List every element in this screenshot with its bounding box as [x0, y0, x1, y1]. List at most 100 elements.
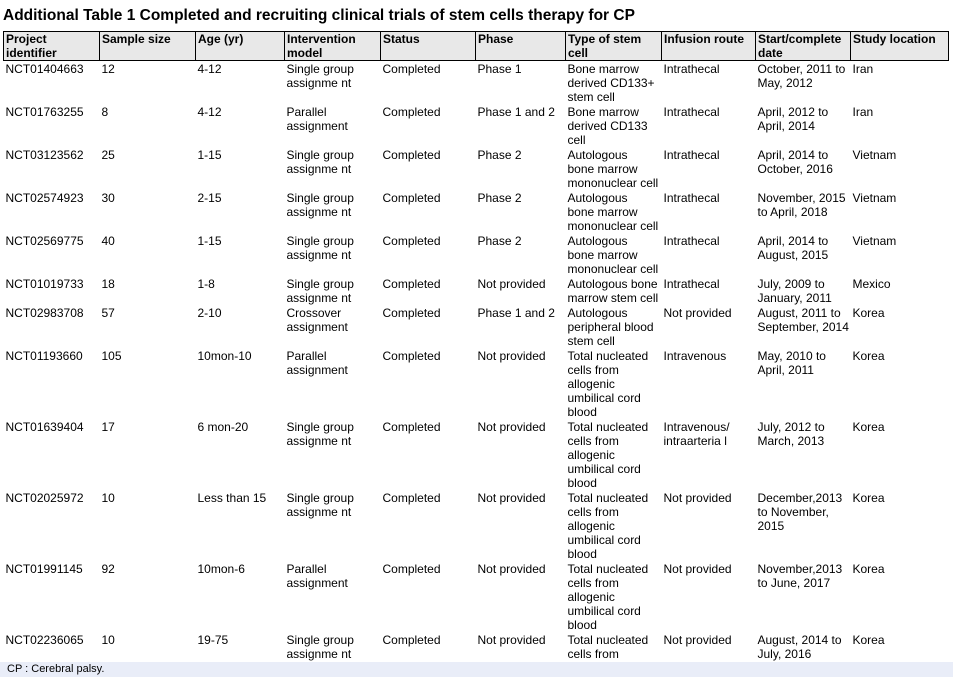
cell-type-of-stem-cell: Total nucleated cells from allogenic umb… — [567, 420, 649, 490]
cell-study-location: Korea — [852, 491, 885, 505]
cell-age-yr: 19-75 — [197, 633, 229, 647]
footnote: CP : Cerebral palsy. — [0, 662, 953, 677]
cell-start-complete-date: April, 2012 to April, 2014 — [757, 105, 829, 133]
cell-infusion-route: Intrathecal — [663, 148, 720, 162]
cell-infusion-route: Intrathecal — [663, 191, 720, 205]
cell-age-yr: Less than 15 — [197, 491, 267, 505]
cell-age-yr: 2-10 — [197, 306, 222, 320]
cell-infusion-route: Not provided — [663, 491, 732, 505]
cell-sample-size: 8 — [101, 105, 109, 119]
cell-sample-size: 30 — [101, 191, 115, 205]
cell-intervention-model: Single group assignme nt — [286, 491, 354, 519]
cell-phase: Not provided — [477, 420, 546, 434]
cell-study-location: Mexico — [852, 277, 891, 291]
cell-age-yr: 4-12 — [197, 62, 222, 76]
cell-study-location: Korea — [852, 562, 885, 576]
cell-project-identifier: NCT02025972 — [5, 491, 84, 505]
cell-start-complete-date: April, 2014 to October, 2016 — [757, 148, 833, 176]
cell-age-yr: 6 mon-20 — [197, 420, 249, 434]
cell-study-location: Iran — [852, 105, 874, 119]
header-row: Project identifier Sample size Age (yr) Int… — [3, 31, 949, 61]
cell-status: Completed — [382, 633, 441, 647]
cell-phase: Phase 2 — [477, 191, 522, 205]
cell-status: Completed — [382, 491, 441, 505]
cell-intervention-model: Single group assignme nt — [286, 148, 354, 176]
cell-phase: Phase 1 and 2 — [477, 105, 555, 119]
cell-status: Completed — [382, 62, 441, 76]
table-row: NCT02569775 40 1-15 Single group assignme n… — [4, 233, 949, 276]
table-row: NCT01404663 12 4-12 Single group assignme n… — [4, 61, 949, 105]
cell-infusion-route: Not provided — [663, 562, 732, 576]
cell-infusion-route: Intravenous/ intraarteria l — [663, 420, 730, 448]
cell-start-complete-date: October, 2011 to May, 2012 — [757, 62, 846, 90]
table-row: NCT01763255 8 4-12 Parallel assignment Compl… — [4, 104, 949, 147]
cell-infusion-route: Intravenous — [663, 349, 727, 363]
cell-sample-size: 105 — [101, 349, 122, 363]
cell-type-of-stem-cell: Autologous bone marrow mononuclear cell — [567, 191, 659, 233]
cell-sample-size: 40 — [101, 234, 115, 248]
cell-study-location: Korea — [852, 349, 885, 363]
cell-phase: Not provided — [477, 491, 546, 505]
table-row: NCT03123562 25 1-15 Single group assignme n… — [4, 147, 949, 190]
cell-phase: Not provided — [477, 633, 546, 647]
cell-sample-size: 12 — [101, 62, 115, 76]
cell-type-of-stem-cell: Bone marrow derived CD133 cell — [567, 105, 648, 147]
cell-project-identifier: NCT01404663 — [5, 62, 84, 76]
column-header-phase: Phase — [475, 31, 566, 61]
table-row: NCT02983708 57 2-10 Crossover assignment Com… — [4, 305, 949, 348]
cell-project-identifier: NCT02574923 — [5, 191, 84, 205]
cell-age-yr: 10mon-10 — [197, 349, 252, 363]
cell-type-of-stem-cell: Total nucleated cells from allogenic umb… — [567, 349, 649, 419]
footnote-text: CP : Cerebral palsy. — [7, 663, 105, 675]
cell-phase: Phase 1 — [477, 62, 522, 76]
cell-infusion-route: Intrathecal — [663, 105, 720, 119]
cell-age-yr: 1-15 — [197, 234, 222, 248]
table-row: NCT01991145 92 10mon-6 Parallel assignment C… — [4, 561, 949, 632]
cell-status: Completed — [382, 349, 441, 363]
cell-start-complete-date: August, 2011 to September, 2014 — [757, 306, 849, 334]
cell-intervention-model: Single group assignme nt — [286, 191, 354, 219]
table-body: NCT01404663 12 4-12 Single group assignme n… — [4, 61, 949, 661]
cell-sample-size: 92 — [101, 562, 115, 576]
column-header-sample-size: Sample size — [99, 31, 196, 61]
cell-start-complete-date: November,2013 to June, 2017 — [757, 562, 843, 590]
cell-phase: Not provided — [477, 277, 546, 291]
column-header-infusion-route: Infusion route — [661, 31, 756, 61]
cell-start-complete-date: November, 2015 to April, 2018 — [757, 191, 846, 219]
cell-phase: Phase 2 — [477, 148, 522, 162]
cell-infusion-route: Not provided — [663, 306, 732, 320]
cell-sample-size: 25 — [101, 148, 115, 162]
cell-type-of-stem-cell: Bone marrow derived CD133+ stem cell — [567, 62, 655, 104]
cell-phase: Phase 2 — [477, 234, 522, 248]
cell-intervention-model: Crossover assignment — [286, 306, 348, 334]
cell-study-location: Korea — [852, 633, 885, 647]
cell-infusion-route: Intrathecal — [663, 234, 720, 248]
cell-status: Completed — [382, 234, 441, 248]
cell-type-of-stem-cell: Autologous bone marrow stem cell — [567, 277, 659, 305]
cell-type-of-stem-cell: Autologous peripheral blood stem cell — [567, 306, 654, 348]
page-title: Additional Table 1 Completed and recruit… — [3, 7, 635, 24]
cell-status: Completed — [382, 148, 441, 162]
table-row: NCT02025972 10 Less than 15 Single group as… — [4, 490, 949, 561]
cell-infusion-route: Intrathecal — [663, 277, 720, 291]
column-header-age-yr: Age (yr) — [195, 31, 285, 61]
cell-start-complete-date: April, 2014 to August, 2015 — [757, 234, 829, 262]
table-row: NCT02236065 10 19-75 Single group assignme … — [4, 632, 949, 661]
cell-status: Completed — [382, 306, 441, 320]
cell-type-of-stem-cell: Autologous bone marrow mononuclear cell — [567, 148, 659, 190]
cell-age-yr: 1-15 — [197, 148, 222, 162]
cell-start-complete-date: December,2013 to November, 2015 — [757, 491, 843, 533]
cell-intervention-model: Parallel assignment — [286, 562, 348, 590]
clinical-trials-table: Project identifier Sample size Age (yr) Int… — [3, 31, 949, 661]
cell-project-identifier: NCT01639404 — [5, 420, 84, 434]
cell-sample-size: 10 — [101, 633, 115, 647]
cell-type-of-stem-cell: Autologous bone marrow mononuclear cell — [567, 234, 659, 276]
column-header-status: Status — [380, 31, 476, 61]
cell-intervention-model: Parallel assignment — [286, 349, 348, 377]
cell-type-of-stem-cell: Total nucleated cells from allogenic umb… — [567, 491, 649, 561]
table-row: NCT01019733 18 1-8 Single group assignme nt… — [4, 276, 949, 305]
cell-status: Completed — [382, 562, 441, 576]
cell-age-yr: 4-12 — [197, 105, 222, 119]
cell-start-complete-date: May, 2010 to April, 2011 — [757, 349, 826, 377]
column-header-start-complete-date: Start/complete date — [755, 31, 851, 61]
